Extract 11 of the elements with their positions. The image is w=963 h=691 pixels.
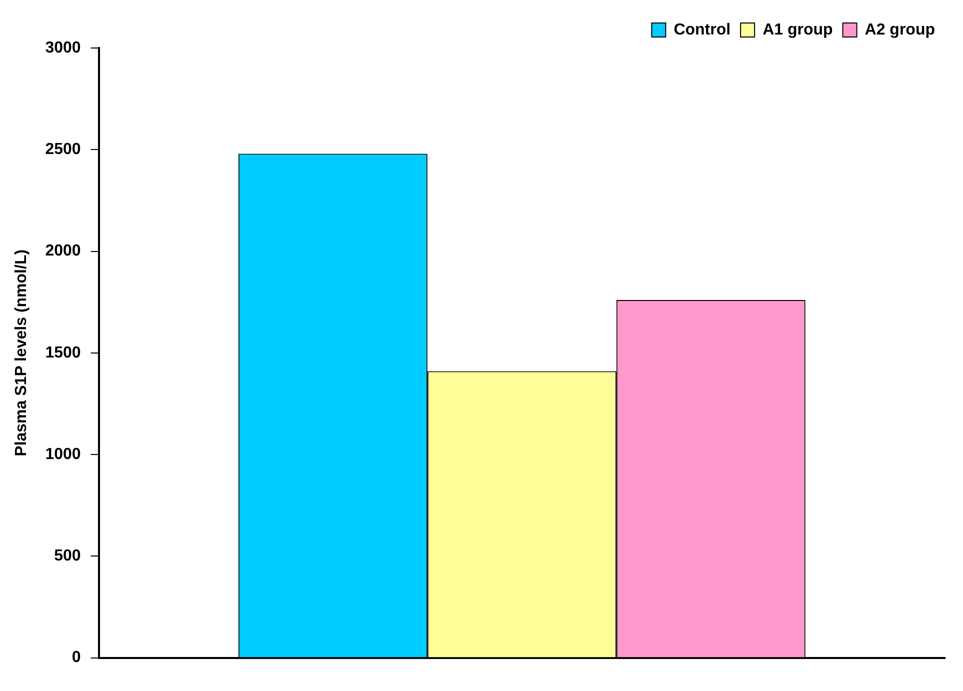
legend-label: A2 group [864, 21, 936, 38]
y-tick-label: 2000 [45, 242, 81, 260]
legend-label: Control [674, 21, 731, 38]
y-axis-title: Plasma S1P levels (nmol/L) [13, 249, 30, 456]
y-tick-label: 1000 [45, 446, 81, 463]
y-tick-label: 0 [72, 649, 81, 666]
y-tick-label: 500 [54, 548, 81, 565]
y-tick-label: 2500 [45, 141, 81, 158]
y-tick-label: 3000 [45, 39, 81, 56]
y-tick-label: 1500 [45, 344, 81, 362]
legend-label: A1 group [762, 21, 834, 38]
